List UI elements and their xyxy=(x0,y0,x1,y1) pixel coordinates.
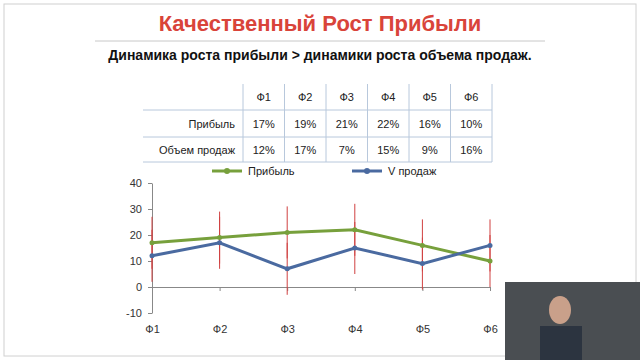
table-header: Ф4 xyxy=(381,91,395,103)
table-cell: 19% xyxy=(294,118,316,130)
subtitle: Динамика роста прибыли > динамики роста … xyxy=(108,47,531,63)
table-cell: 16% xyxy=(460,144,482,156)
y-tick: 10 xyxy=(130,255,152,267)
table-cell: 16% xyxy=(419,118,441,130)
table-cell: 22% xyxy=(377,118,399,130)
x-tick-mark xyxy=(220,287,221,291)
y-tick-label: 0 xyxy=(136,281,142,293)
table-rule xyxy=(492,84,493,162)
table-cell: 7% xyxy=(339,144,355,156)
series-marker xyxy=(150,240,155,245)
x-tick-label: Ф5 xyxy=(416,323,430,335)
x-tick: Ф6 xyxy=(483,287,497,335)
x-tick-label: Ф1 xyxy=(145,323,159,335)
series-marker xyxy=(420,243,425,248)
legend-label: Прибыль xyxy=(248,165,295,177)
y-tick-mark xyxy=(148,209,152,210)
x-tick-mark xyxy=(490,287,491,291)
title: Качественный Рост Прибыли xyxy=(159,11,482,36)
table-cell: 9% xyxy=(422,144,438,156)
series-marker xyxy=(285,230,290,235)
table-rule xyxy=(450,84,451,162)
background xyxy=(0,0,640,360)
presenter-head xyxy=(549,296,571,324)
legend-marker xyxy=(224,168,230,174)
y-tick: 20 xyxy=(130,229,152,241)
table-cell: 12% xyxy=(253,144,275,156)
y-tick-mark xyxy=(148,235,152,236)
x-tick-label: Ф2 xyxy=(213,323,227,335)
y-tick: 0 xyxy=(136,281,152,293)
table-header: Ф2 xyxy=(298,91,312,103)
y-tick-label: 30 xyxy=(130,203,142,215)
x-tick: Ф1 xyxy=(145,287,159,335)
table-header: Ф6 xyxy=(464,91,478,103)
x-tick-label: Ф3 xyxy=(280,323,294,335)
table-row-label: Прибыль xyxy=(188,118,235,130)
x-tick-label: Ф6 xyxy=(483,323,497,335)
y-tick-label: 20 xyxy=(130,229,142,241)
table-cell: 17% xyxy=(253,118,275,130)
y-tick-mark xyxy=(148,261,152,262)
table-header: Ф5 xyxy=(423,91,437,103)
table-rule xyxy=(143,110,492,111)
y-tick-label: 40 xyxy=(130,177,142,189)
table-cell: 17% xyxy=(294,144,316,156)
y-tick-mark xyxy=(148,287,152,288)
x-axis-line xyxy=(153,287,491,288)
table-cell: 15% xyxy=(377,144,399,156)
x-tick: Ф4 xyxy=(348,287,362,335)
series-line xyxy=(152,243,490,269)
presenter-body xyxy=(540,326,582,360)
table-row-label: Объем продаж xyxy=(159,144,236,156)
series-marker xyxy=(217,240,222,245)
legend-marker xyxy=(364,168,370,174)
series-marker xyxy=(217,235,222,240)
video-overlay xyxy=(505,282,640,360)
y-axis: -10 0 10 20 30 40 xyxy=(126,177,152,319)
legend: Прибыль V продаж xyxy=(212,165,437,177)
table-cell: 10% xyxy=(460,118,482,130)
table-rule xyxy=(367,84,368,162)
table-header: Ф3 xyxy=(340,91,354,103)
table-rule xyxy=(243,84,244,162)
y-tick-mark xyxy=(148,313,152,314)
table-cell: 21% xyxy=(336,118,358,130)
title-rule xyxy=(95,41,545,42)
table-rule xyxy=(143,162,492,163)
x-axis: Ф1 Ф2 Ф3 Ф4 Ф5 Ф6 xyxy=(145,287,497,335)
x-tick: Ф5 xyxy=(416,287,430,335)
table: Ф1 Ф2 Ф3 Ф4 Ф5 Ф6 Прибыль 17% 19% 21% 22% 16% 10% Объ… xyxy=(143,84,492,162)
slide: Качественный Рост Прибыли Динамика роста … xyxy=(0,0,640,360)
x-tick: Ф2 xyxy=(213,287,227,335)
y-tick: -10 xyxy=(126,307,152,319)
x-tick-label: Ф4 xyxy=(348,323,362,335)
plot-area xyxy=(150,204,493,295)
chart: -10 0 10 20 30 40 Ф1 Ф2 Ф3 Ф4 Ф5 Ф6 Прибыль V продаж xyxy=(126,165,498,335)
table-rule xyxy=(143,137,492,138)
series-marker xyxy=(285,266,290,271)
legend-label: V продаж xyxy=(388,165,437,177)
series-marker xyxy=(352,246,357,251)
y-tick-label: -10 xyxy=(126,307,142,319)
y-tick-label: 10 xyxy=(130,255,142,267)
table-header: Ф1 xyxy=(257,91,271,103)
table-rule xyxy=(326,84,327,162)
y-tick-mark xyxy=(148,183,152,184)
x-tick-mark xyxy=(355,287,356,291)
series-marker xyxy=(420,261,425,266)
table-rule xyxy=(409,84,410,162)
series-marker xyxy=(488,243,493,248)
series-marker xyxy=(352,227,357,232)
table-rule xyxy=(284,84,285,162)
series-marker xyxy=(488,259,493,264)
y-axis-line xyxy=(152,184,153,314)
y-tick: 30 xyxy=(130,203,152,215)
y-tick: 40 xyxy=(130,177,152,189)
series-marker xyxy=(150,253,155,258)
x-tick-mark xyxy=(152,287,153,291)
